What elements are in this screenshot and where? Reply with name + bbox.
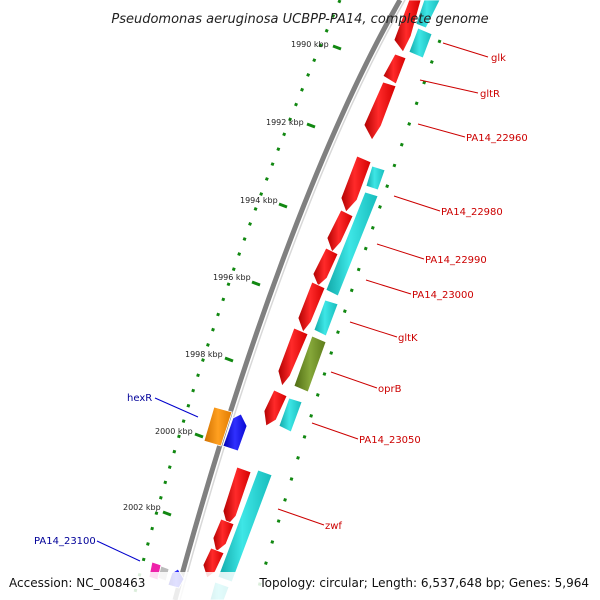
gene-feature-cyan-glk[interactable] (415, 0, 441, 29)
scale-label-2002: 2002 kbp (123, 503, 161, 512)
gene-feature-PA14_22990[interactable] (326, 209, 354, 253)
scale-label-1994: 1994 kbp (240, 196, 278, 205)
gene-feature-PA14_22960[interactable] (363, 81, 397, 141)
callout-PA14_22960 (417, 123, 466, 138)
scale-tick-2000 (194, 432, 204, 439)
gene-label-PA14_23050[interactable]: PA14_23050 (359, 435, 421, 446)
gene-feature-cyan-3[interactable] (325, 191, 379, 297)
callout-PA14_23100 (96, 540, 141, 562)
scale-tick-1990 (332, 44, 342, 51)
scale-tick-1994 (278, 202, 288, 209)
gene-feature-PA14_23000[interactable] (312, 247, 339, 287)
scale-tick-2002 (162, 510, 172, 517)
callout-gltR (419, 79, 479, 94)
gene-feature-oprB[interactable] (277, 327, 309, 387)
gene-feature-cyan-2[interactable] (365, 165, 386, 191)
footer-background (0, 572, 600, 600)
gene-feature-gltR[interactable] (382, 53, 407, 85)
callout-glk (442, 42, 489, 58)
gene-feature-zwf-2[interactable] (212, 518, 235, 553)
genome-backbone (172, 0, 403, 600)
cyan-gene-features (209, 0, 441, 600)
gene-label-PA14_23000[interactable]: PA14_23000 (412, 290, 474, 301)
red-gene-features (202, 0, 422, 579)
map-title: Pseudomonas aeruginosa UCBPP-PA14, compl… (111, 12, 488, 27)
gene-feature-PA14_23050[interactable] (263, 389, 288, 427)
gene-label-PA14_23100[interactable]: PA14_23100 (34, 536, 96, 547)
label-callouts-left (96, 397, 199, 562)
gene-feature-glk[interactable] (393, 0, 422, 53)
gene-label-hexR[interactable]: hexR (127, 393, 152, 404)
gene-label-PA14_22980[interactable]: PA14_22980 (441, 207, 503, 218)
genome-summary-text: Topology: circular; Length: 6,537,648 bp… (258, 576, 589, 590)
callout-oprB (330, 371, 378, 389)
gene-label-oprB[interactable]: oprB (378, 384, 402, 395)
gene-feature-cyan-5[interactable] (278, 397, 303, 433)
scale-track (131, 0, 342, 600)
scale-tick-1996 (251, 280, 261, 287)
callout-gltK (349, 321, 398, 338)
gene-feature-cyan-4[interactable] (313, 299, 339, 337)
gene-labels-left: hexR PA14_23100 (34, 393, 152, 547)
gene-label-PA14_22960[interactable]: PA14_22960 (466, 133, 528, 144)
scale-label-1996: 1996 kbp (213, 273, 251, 282)
gene-label-glk[interactable]: glk (491, 53, 506, 64)
gene-feature-gltK[interactable] (297, 281, 326, 333)
callout-PA14_22980 (393, 195, 441, 212)
scale-major-ticks (162, 44, 342, 517)
gene-feature-blue[interactable] (222, 413, 248, 452)
gene-label-gltK[interactable]: gltK (398, 333, 418, 344)
scale-label-1992: 1992 kbp (266, 118, 304, 127)
gene-labels-right: glk gltR PA14_22960 PA14_22980 PA14_2299… (325, 53, 528, 532)
scale-label-1990: 1990 kbp (291, 40, 329, 49)
callout-hexR (154, 397, 199, 418)
gene-feature-olive[interactable] (293, 335, 327, 393)
callout-PA14_23050 (311, 422, 359, 440)
scale-label-1998: 1998 kbp (185, 350, 223, 359)
gene-feature-PA14_22980[interactable] (340, 155, 372, 213)
genome-backbone-highlight (179, 0, 406, 600)
scale-label-2000: 2000 kbp (155, 427, 193, 436)
gene-label-zwf[interactable]: zwf (325, 521, 342, 532)
gene-label-gltR[interactable]: gltR (480, 89, 500, 100)
scale-tick-1992 (306, 122, 316, 129)
label-callouts-right (277, 42, 489, 526)
gene-feature-cyan-1[interactable] (408, 27, 433, 59)
callout-zwf (277, 508, 325, 526)
gene-label-PA14_22990[interactable]: PA14_22990 (425, 255, 487, 266)
callout-PA14_23000 (365, 279, 412, 295)
gene-feature-zwf[interactable] (222, 466, 252, 527)
gene-feature-hexR[interactable] (203, 406, 233, 447)
accession-text: Accession: NC_008463 (9, 576, 145, 590)
callout-PA14_22990 (376, 243, 425, 260)
scale-tick-1998 (224, 356, 234, 363)
